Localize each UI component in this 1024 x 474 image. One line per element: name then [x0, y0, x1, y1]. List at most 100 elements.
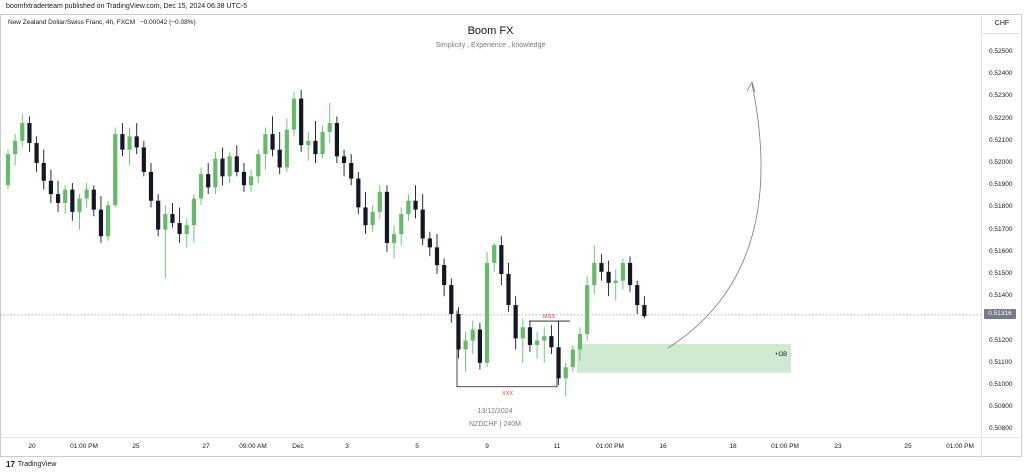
- candle-up: [77, 198, 82, 212]
- time-tick: 01:00 PM: [771, 443, 799, 450]
- candle-down: [356, 178, 361, 208]
- order-block-zone: [577, 343, 791, 373]
- candle-up: [370, 211, 375, 226]
- candle-down: [27, 123, 32, 144]
- time-tick: 27: [202, 443, 210, 450]
- candle-up: [592, 262, 597, 286]
- candle-up: [20, 123, 25, 141]
- candle-up: [284, 129, 289, 168]
- candle-down: [91, 189, 96, 210]
- candle-up: [484, 262, 490, 363]
- price-tick: 0.51100: [989, 358, 1013, 366]
- watermark-title: Boom FX: [467, 25, 514, 37]
- candle-down: [442, 265, 447, 286]
- price-tick: 0.52200: [989, 114, 1013, 122]
- candle-down: [434, 247, 440, 266]
- candle-up: [520, 327, 525, 339]
- time-tick: 3: [345, 443, 349, 450]
- price-tick: 0.52500: [989, 48, 1013, 55]
- candle-down: [363, 207, 368, 226]
- symbol-legend[interactable]: New Zealand Dollar/Swiss Franc, 4h, FXCM…: [8, 19, 196, 26]
- candle-up: [84, 189, 89, 199]
- candle-up: [184, 225, 189, 235]
- tradingview-logo[interactable]: 17 TradingView: [6, 460, 56, 469]
- candle-up: [198, 174, 204, 199]
- candle-up: [306, 140, 311, 146]
- time-tick: 9: [485, 443, 489, 450]
- time-tick: 01:00 PM: [70, 443, 98, 450]
- price-change: −0.00042 (−0.08%): [139, 19, 196, 26]
- time-tick: 01:00 PM: [946, 443, 974, 450]
- price-tick: 0.51400: [989, 292, 1013, 300]
- candle-up: [613, 280, 618, 283]
- time-tick: Dec: [292, 443, 304, 450]
- xxx-label: XXX: [502, 391, 514, 397]
- date-stamp: 13/12/2024: [477, 408, 513, 415]
- candle-up: [263, 134, 268, 155]
- candle-up: [320, 131, 325, 155]
- time-tick: 01:00 PM: [596, 443, 624, 450]
- candle-down: [156, 200, 161, 230]
- projection-arrowhead: [746, 80, 756, 93]
- candle-down: [206, 174, 211, 188]
- candle-up: [563, 367, 568, 379]
- time-tick: 25: [904, 443, 912, 450]
- candle-up: [377, 191, 382, 212]
- candle-up: [63, 189, 68, 203]
- candle-down: [549, 336, 554, 348]
- candle-up: [399, 214, 404, 235]
- time-scale-divider: [0, 437, 1022, 438]
- time-tick: 11: [553, 443, 561, 450]
- symbol-description: New Zealand Dollar/Swiss Franc, 4h, FXCM: [8, 19, 136, 26]
- candle-down: [477, 329, 482, 363]
- candle-down: [34, 143, 39, 163]
- publisher-line: boomfxtraderteam published on TradingVie…: [6, 3, 248, 10]
- tradingview-brand: TradingView: [17, 461, 57, 468]
- candle-down: [299, 98, 304, 146]
- time-tick: 25: [132, 443, 140, 450]
- candle-down: [449, 285, 454, 314]
- candle-down: [270, 134, 275, 150]
- candle-up: [577, 333, 583, 350]
- candle-down: [499, 245, 504, 274]
- currency-label[interactable]: CHF: [982, 15, 1022, 34]
- candle-up: [249, 176, 254, 186]
- price-tick: 0.51000: [989, 381, 1013, 388]
- candle-down: [556, 347, 561, 379]
- price-tick: 0.52100: [989, 136, 1013, 144]
- candle-down: [506, 274, 511, 306]
- candle-down: [341, 156, 347, 163]
- candle-up: [535, 340, 540, 346]
- chart-border: [0, 14, 1022, 457]
- candle-down: [334, 123, 339, 157]
- candle-down: [141, 147, 146, 172]
- price-tick: 0.50800: [989, 425, 1013, 433]
- candle-down: [349, 163, 354, 179]
- candle-up: [392, 234, 397, 243]
- time-tick: 20: [28, 443, 36, 450]
- candle-down: [599, 262, 604, 272]
- price-tick: 0.50900: [989, 403, 1013, 411]
- price-tick: 0.52000: [989, 159, 1013, 166]
- price-tick: 0.51800: [989, 203, 1013, 211]
- candle-down: [513, 305, 518, 339]
- candle-up: [113, 134, 118, 206]
- candle-down: [120, 134, 125, 150]
- candle-up: [5, 154, 11, 186]
- time-tick: 09:00 AM: [239, 443, 267, 450]
- candle-down: [148, 171, 154, 201]
- candle-down: [277, 149, 282, 168]
- candle-up: [585, 285, 590, 334]
- candle-up: [291, 98, 297, 130]
- price-scale-divider: [981, 14, 982, 457]
- price-tick: 0.51700: [989, 225, 1013, 233]
- candle-down: [420, 209, 425, 239]
- candle-down: [384, 191, 390, 243]
- candle-down: [55, 194, 61, 203]
- candle-down: [413, 200, 418, 210]
- candle-down: [220, 158, 225, 177]
- candle-down: [642, 305, 647, 317]
- order-block-label: +OB: [775, 352, 788, 358]
